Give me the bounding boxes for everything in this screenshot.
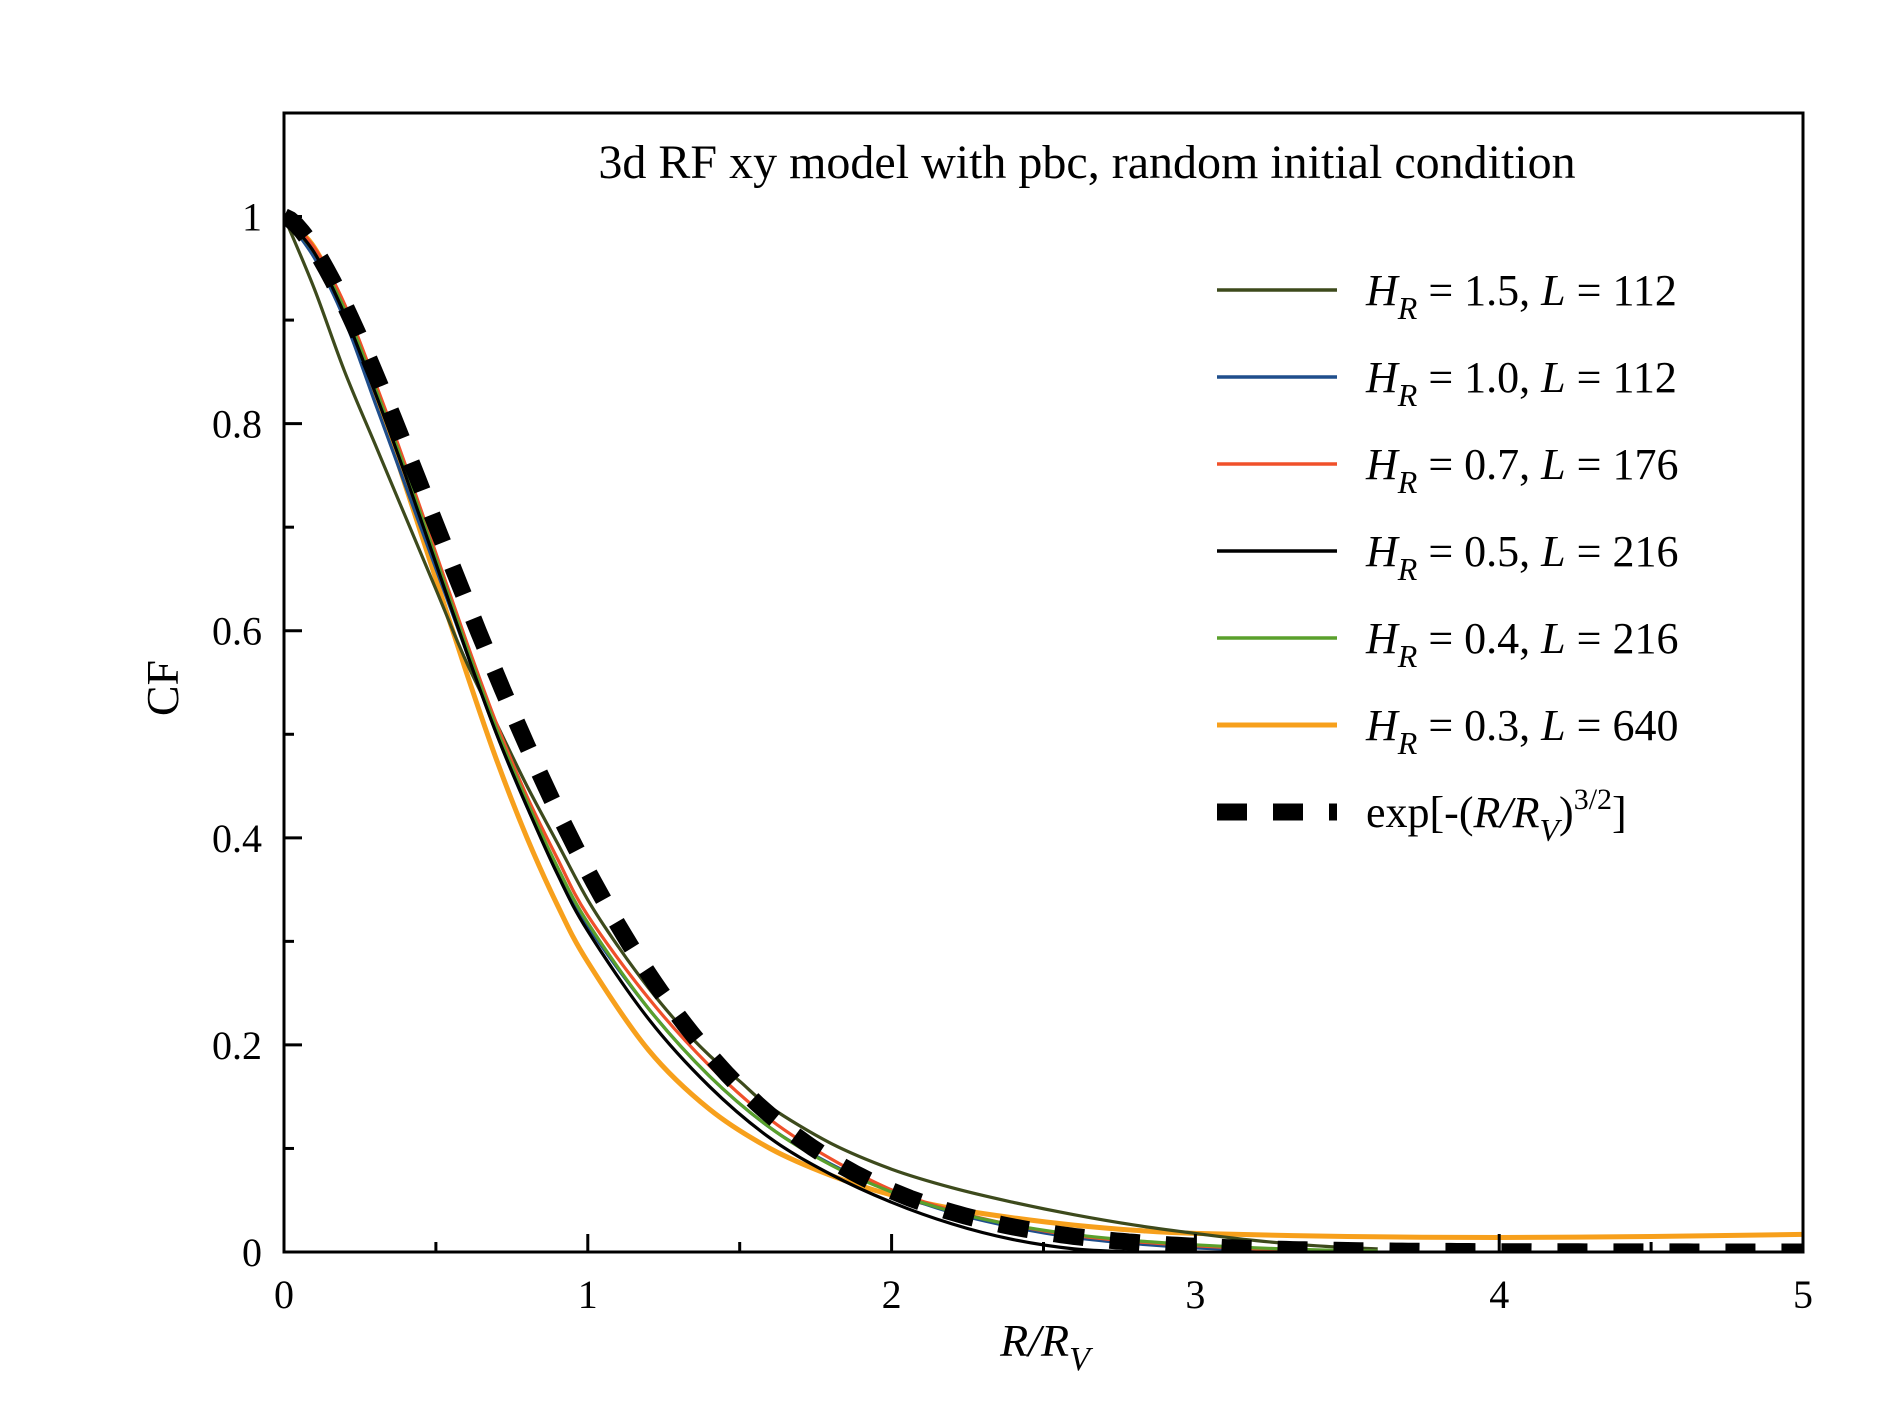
legend-item: HR = 0.4, L = 216 — [1217, 614, 1678, 674]
legend-label: HR = 0.5, L = 216 — [1365, 527, 1678, 587]
legend-label: HR = 0.7, L = 176 — [1365, 440, 1678, 500]
legend-label: HR = 1.5, L = 112 — [1365, 266, 1677, 326]
series-line — [284, 215, 1378, 1251]
series-line — [284, 215, 1317, 1252]
legend-label: HR = 0.4, L = 216 — [1365, 614, 1678, 674]
x-axis-title-sub: V — [1069, 1341, 1094, 1378]
legend-label: HR = 1.0, L = 112 — [1365, 353, 1677, 413]
series-line — [284, 215, 1135, 1252]
legend-item: HR = 0.7, L = 176 — [1217, 440, 1678, 500]
x-tick-label: 5 — [1793, 1272, 1813, 1317]
y-tick-label: 0.4 — [212, 816, 262, 861]
legend-item: HR = 1.0, L = 112 — [1217, 353, 1677, 413]
legend-label: HR = 0.3, L = 640 — [1365, 701, 1678, 761]
x-tick-label: 2 — [882, 1272, 902, 1317]
series-line — [284, 215, 1317, 1252]
x-tick-label: 4 — [1489, 1272, 1509, 1317]
legend-label: exp[-(R/RV)3/2] — [1366, 783, 1627, 848]
x-tick-label: 0 — [274, 1272, 294, 1317]
legend-item: HR = 0.5, L = 216 — [1217, 527, 1678, 587]
x-tick-label: 3 — [1185, 1272, 1205, 1317]
x-axis-title: R/RV — [999, 1315, 1094, 1378]
axis-ticks: 0 1 2 3 4 5 0 0.2 0.4 0.6 0.8 1 — [212, 195, 1813, 1317]
legend-item: HR = 0.3, L = 640 — [1217, 701, 1678, 761]
legend-item: HR = 1.5, L = 112 — [1217, 266, 1677, 326]
y-tick-label: 1 — [242, 195, 262, 240]
y-tick-label: 0.8 — [212, 402, 262, 447]
series-layer — [284, 208, 1803, 1252]
y-axis-title: CF — [137, 660, 188, 716]
y-tick-label: 0.2 — [212, 1023, 262, 1068]
y-tick-label: 0.6 — [212, 609, 262, 654]
x-tick-label: 1 — [578, 1272, 598, 1317]
y-tick-label: 0 — [242, 1230, 262, 1275]
series-line — [284, 215, 1378, 1252]
legend: HR = 1.5, L = 112 HR = 1.0, L = 112 HR = 0… — [1217, 266, 1678, 848]
legend-item: exp[-(R/RV)3/2] — [1217, 783, 1627, 848]
x-axis-title-main: R/R — [999, 1315, 1069, 1366]
chart-title: 3d RF xy model with pbc, random initial … — [598, 136, 1575, 189]
